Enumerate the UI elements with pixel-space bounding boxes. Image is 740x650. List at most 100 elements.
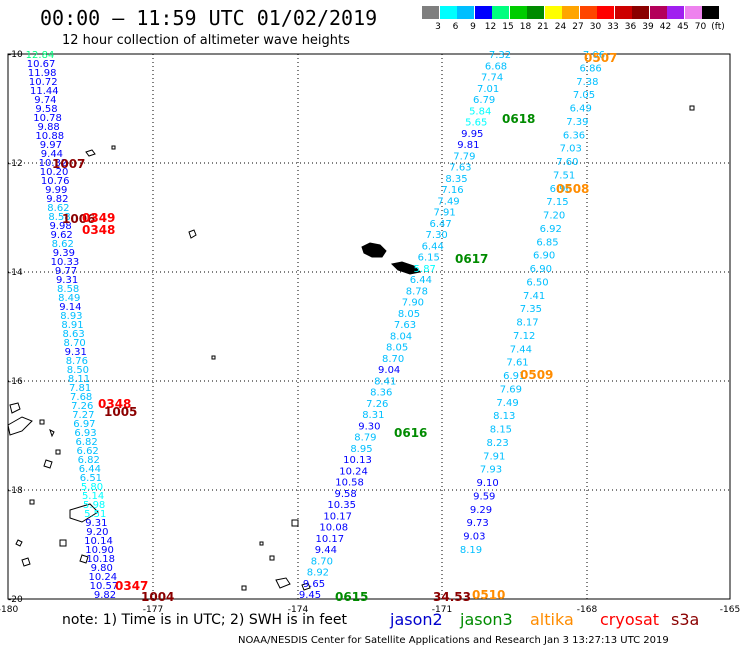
wave-height-value: 7.51 <box>553 170 575 181</box>
satellite-jason3: jason3 <box>460 610 513 629</box>
wave-height-value: 7.26 <box>366 399 388 410</box>
wave-height-value: 6.91 <box>503 371 525 382</box>
wave-height-value: 7.05 <box>573 90 595 101</box>
wave-height-value: 8.11 <box>68 374 90 385</box>
wave-height-value: 8.63 <box>62 329 84 340</box>
wave-height-value: 7.49 <box>496 398 518 409</box>
wave-height-value: 8.79 <box>354 433 376 444</box>
wave-height-value: 10.88 <box>35 131 64 142</box>
legend-label: 36 <box>624 22 637 32</box>
wave-height-value: 10.90 <box>85 545 114 556</box>
wave-height-value: 6.85 <box>536 237 558 248</box>
wave-height-value: 10.33 <box>51 257 80 268</box>
wave-height-value: 8.95 <box>350 444 372 455</box>
wave-height-value: 9.65 <box>303 579 325 590</box>
wave-height-value: 7.63 <box>449 163 471 174</box>
wave-height-value: 6.44 <box>410 275 432 286</box>
wave-height-value: 8.62 <box>47 203 69 214</box>
legend-label: 30 <box>589 22 602 32</box>
wave-height-value: 6.96 <box>550 184 572 195</box>
wave-height-value: 6.15 <box>418 253 440 264</box>
wave-height-value: 7.81 <box>69 383 91 394</box>
wave-height-value: 10.20 <box>40 167 69 178</box>
legend-label: 15 <box>502 22 514 32</box>
pass-time-label: 0347 <box>115 579 148 593</box>
wave-height-value: 6.82 <box>78 455 100 466</box>
wave-height-value: 7.03 <box>560 144 582 155</box>
pass-time-label: 1007 <box>52 157 85 171</box>
wave-height-marks: 7.06 6.86 7.38 7.05 6.49 7.39 6.36 7.03 7.60 7.51… <box>26 50 618 604</box>
pass-time-label: 0349 <box>82 211 115 225</box>
wave-height-value: 6.97 <box>73 419 95 430</box>
wave-height-value: 9.45 <box>299 590 321 601</box>
legend-label: 45 <box>677 22 689 32</box>
wave-height-value: 8.04 <box>390 331 412 342</box>
axis-labels: -180 -177 -174 -171 -168 -165 -10 -12 -14 -16 -18 -… <box>0 50 740 615</box>
legend-swatch <box>684 6 702 19</box>
wave-height-value: 6.86 <box>580 63 602 74</box>
wave-height-value: 8.70 <box>64 338 86 349</box>
wave-height-value: 8.13 <box>493 411 515 422</box>
legend-label: 18 <box>519 22 532 32</box>
wave-height-value: 10.13 <box>343 455 372 466</box>
wave-height-value: 12.84 <box>26 50 55 61</box>
pass-time-label: 0509 <box>520 368 553 382</box>
island-coastlines <box>7 105 695 591</box>
legend-swatch <box>492 6 509 19</box>
wave-height-value: 9.73 <box>467 518 489 529</box>
wave-height-value: 10.24 <box>339 466 368 477</box>
satellite-jason2: jason2 <box>390 610 443 629</box>
wave-height-value: 7.74 <box>481 73 503 84</box>
wave-height-value: 8.17 <box>516 318 538 329</box>
grid-lines <box>8 54 730 599</box>
wave-height-value: 8.62 <box>52 239 74 250</box>
wave-height-value: 9.14 <box>59 302 81 313</box>
wave-height-value: 9.77 <box>55 266 77 277</box>
wave-height-value: 10.14 <box>84 536 113 547</box>
legend-swatch <box>667 6 684 19</box>
wave-height-value: 8.58 <box>48 212 70 223</box>
wave-height-value: 10.17 <box>323 511 352 522</box>
legend-swatch <box>579 6 597 19</box>
wave-height-value: 9.74 <box>34 95 56 106</box>
legend-label: 21 <box>537 22 549 32</box>
legend-swatch <box>702 6 719 19</box>
wave-height-value: 8.93 <box>60 311 82 322</box>
wave-height-value: 8.41 <box>374 376 396 387</box>
wave-height-value: 7.20 <box>543 211 565 222</box>
wave-height-value: 8.05 <box>386 343 408 354</box>
wave-height-value: 7.27 <box>72 410 94 421</box>
wave-height-value: 7.06 <box>583 50 605 61</box>
wave-height-value: 8.49 <box>58 293 80 304</box>
legend-label: (ft) <box>711 22 725 32</box>
wave-height-value: 10.76 <box>41 176 70 187</box>
wave-height-value: 7.01 <box>477 84 499 95</box>
wave-height-value: 8.70 <box>311 556 333 567</box>
wave-height-value: 6.90 <box>533 251 555 262</box>
pass-time-label: 0616 <box>394 426 427 440</box>
legend-label: 42 <box>659 22 672 32</box>
wave-height-value: 7.79 <box>453 151 475 162</box>
wave-height-value: 6.51 <box>80 473 102 484</box>
wave-height-value: 7.15 <box>546 197 568 208</box>
wave-height-value: 9.58 <box>334 489 356 500</box>
wave-height-value: 7.32 <box>489 50 511 61</box>
legend-swatch <box>597 6 614 19</box>
wave-height-value: 9.31 <box>85 518 107 529</box>
legend-label: 70 <box>694 22 707 32</box>
wave-height-value: 9.81 <box>457 140 479 151</box>
wave-height-value: 7.91 <box>483 451 505 462</box>
wave-height-value: 7.44 <box>510 344 532 355</box>
legend-swatch <box>614 6 632 19</box>
page-title: 00:00 – 11:59 UTC 01/02/2019 <box>40 6 378 30</box>
wave-height-value: 10.67 <box>27 59 56 70</box>
wave-height-value: 9.31 <box>56 275 78 286</box>
wave-height-value: 5.84 <box>469 106 491 117</box>
wave-height-value: 10.32 <box>39 158 68 169</box>
wave-height-value: 6.79 <box>473 95 495 106</box>
wave-height-value: 7.12 <box>513 331 535 342</box>
wave-height-value: 8.19 <box>460 545 482 556</box>
satellite-cryosat: cryosat <box>600 610 660 629</box>
wave-height-value: 9.30 <box>358 421 380 432</box>
wave-height-value: 9.82 <box>94 590 116 601</box>
